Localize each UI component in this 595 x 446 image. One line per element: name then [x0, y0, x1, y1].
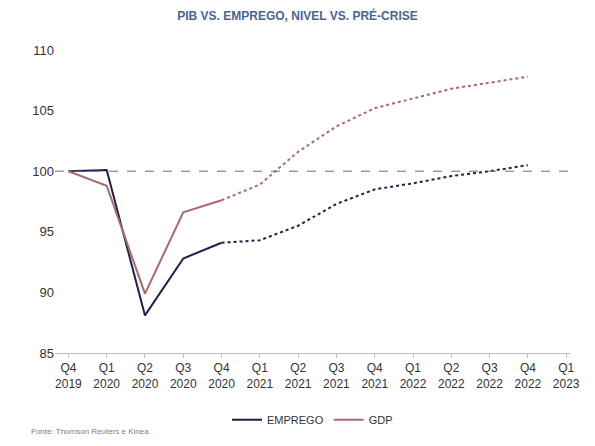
svg-text:Q22021: Q22021 [285, 361, 312, 391]
svg-text:95: 95 [40, 224, 54, 239]
svg-text:Q12023: Q12023 [553, 361, 580, 391]
svg-text:PIB VS. EMPREGO, NIVEL VS. PRÉ: PIB VS. EMPREGO, NIVEL VS. PRÉ-CRISE [177, 8, 418, 23]
svg-text:Q22022: Q22022 [438, 361, 465, 391]
svg-text:Q32020: Q32020 [170, 361, 197, 391]
svg-text:Q32022: Q32022 [476, 361, 503, 391]
svg-text:105: 105 [32, 103, 54, 118]
svg-text:Q42019: Q42019 [55, 361, 82, 391]
svg-text:EMPREGO: EMPREGO [267, 414, 324, 426]
svg-text:110: 110 [33, 43, 54, 58]
svg-text:Q12020: Q12020 [93, 361, 120, 391]
svg-text:Fonte: Thomson Reuters e Kinea: Fonte: Thomson Reuters e Kinea [31, 427, 149, 436]
svg-text:Q32021: Q32021 [323, 361, 350, 391]
svg-text:GDP: GDP [369, 414, 393, 426]
svg-text:Q12021: Q12021 [246, 361, 273, 391]
svg-text:Q42022: Q42022 [515, 361, 542, 391]
svg-text:100: 100 [32, 164, 54, 179]
svg-text:Q42020: Q42020 [208, 361, 235, 391]
svg-text:90: 90 [40, 285, 54, 300]
svg-text:Q12022: Q12022 [400, 361, 427, 391]
svg-text:Q22020: Q22020 [132, 361, 159, 391]
svg-text:Q42021: Q42021 [361, 361, 388, 391]
svg-text:85: 85 [40, 346, 54, 361]
